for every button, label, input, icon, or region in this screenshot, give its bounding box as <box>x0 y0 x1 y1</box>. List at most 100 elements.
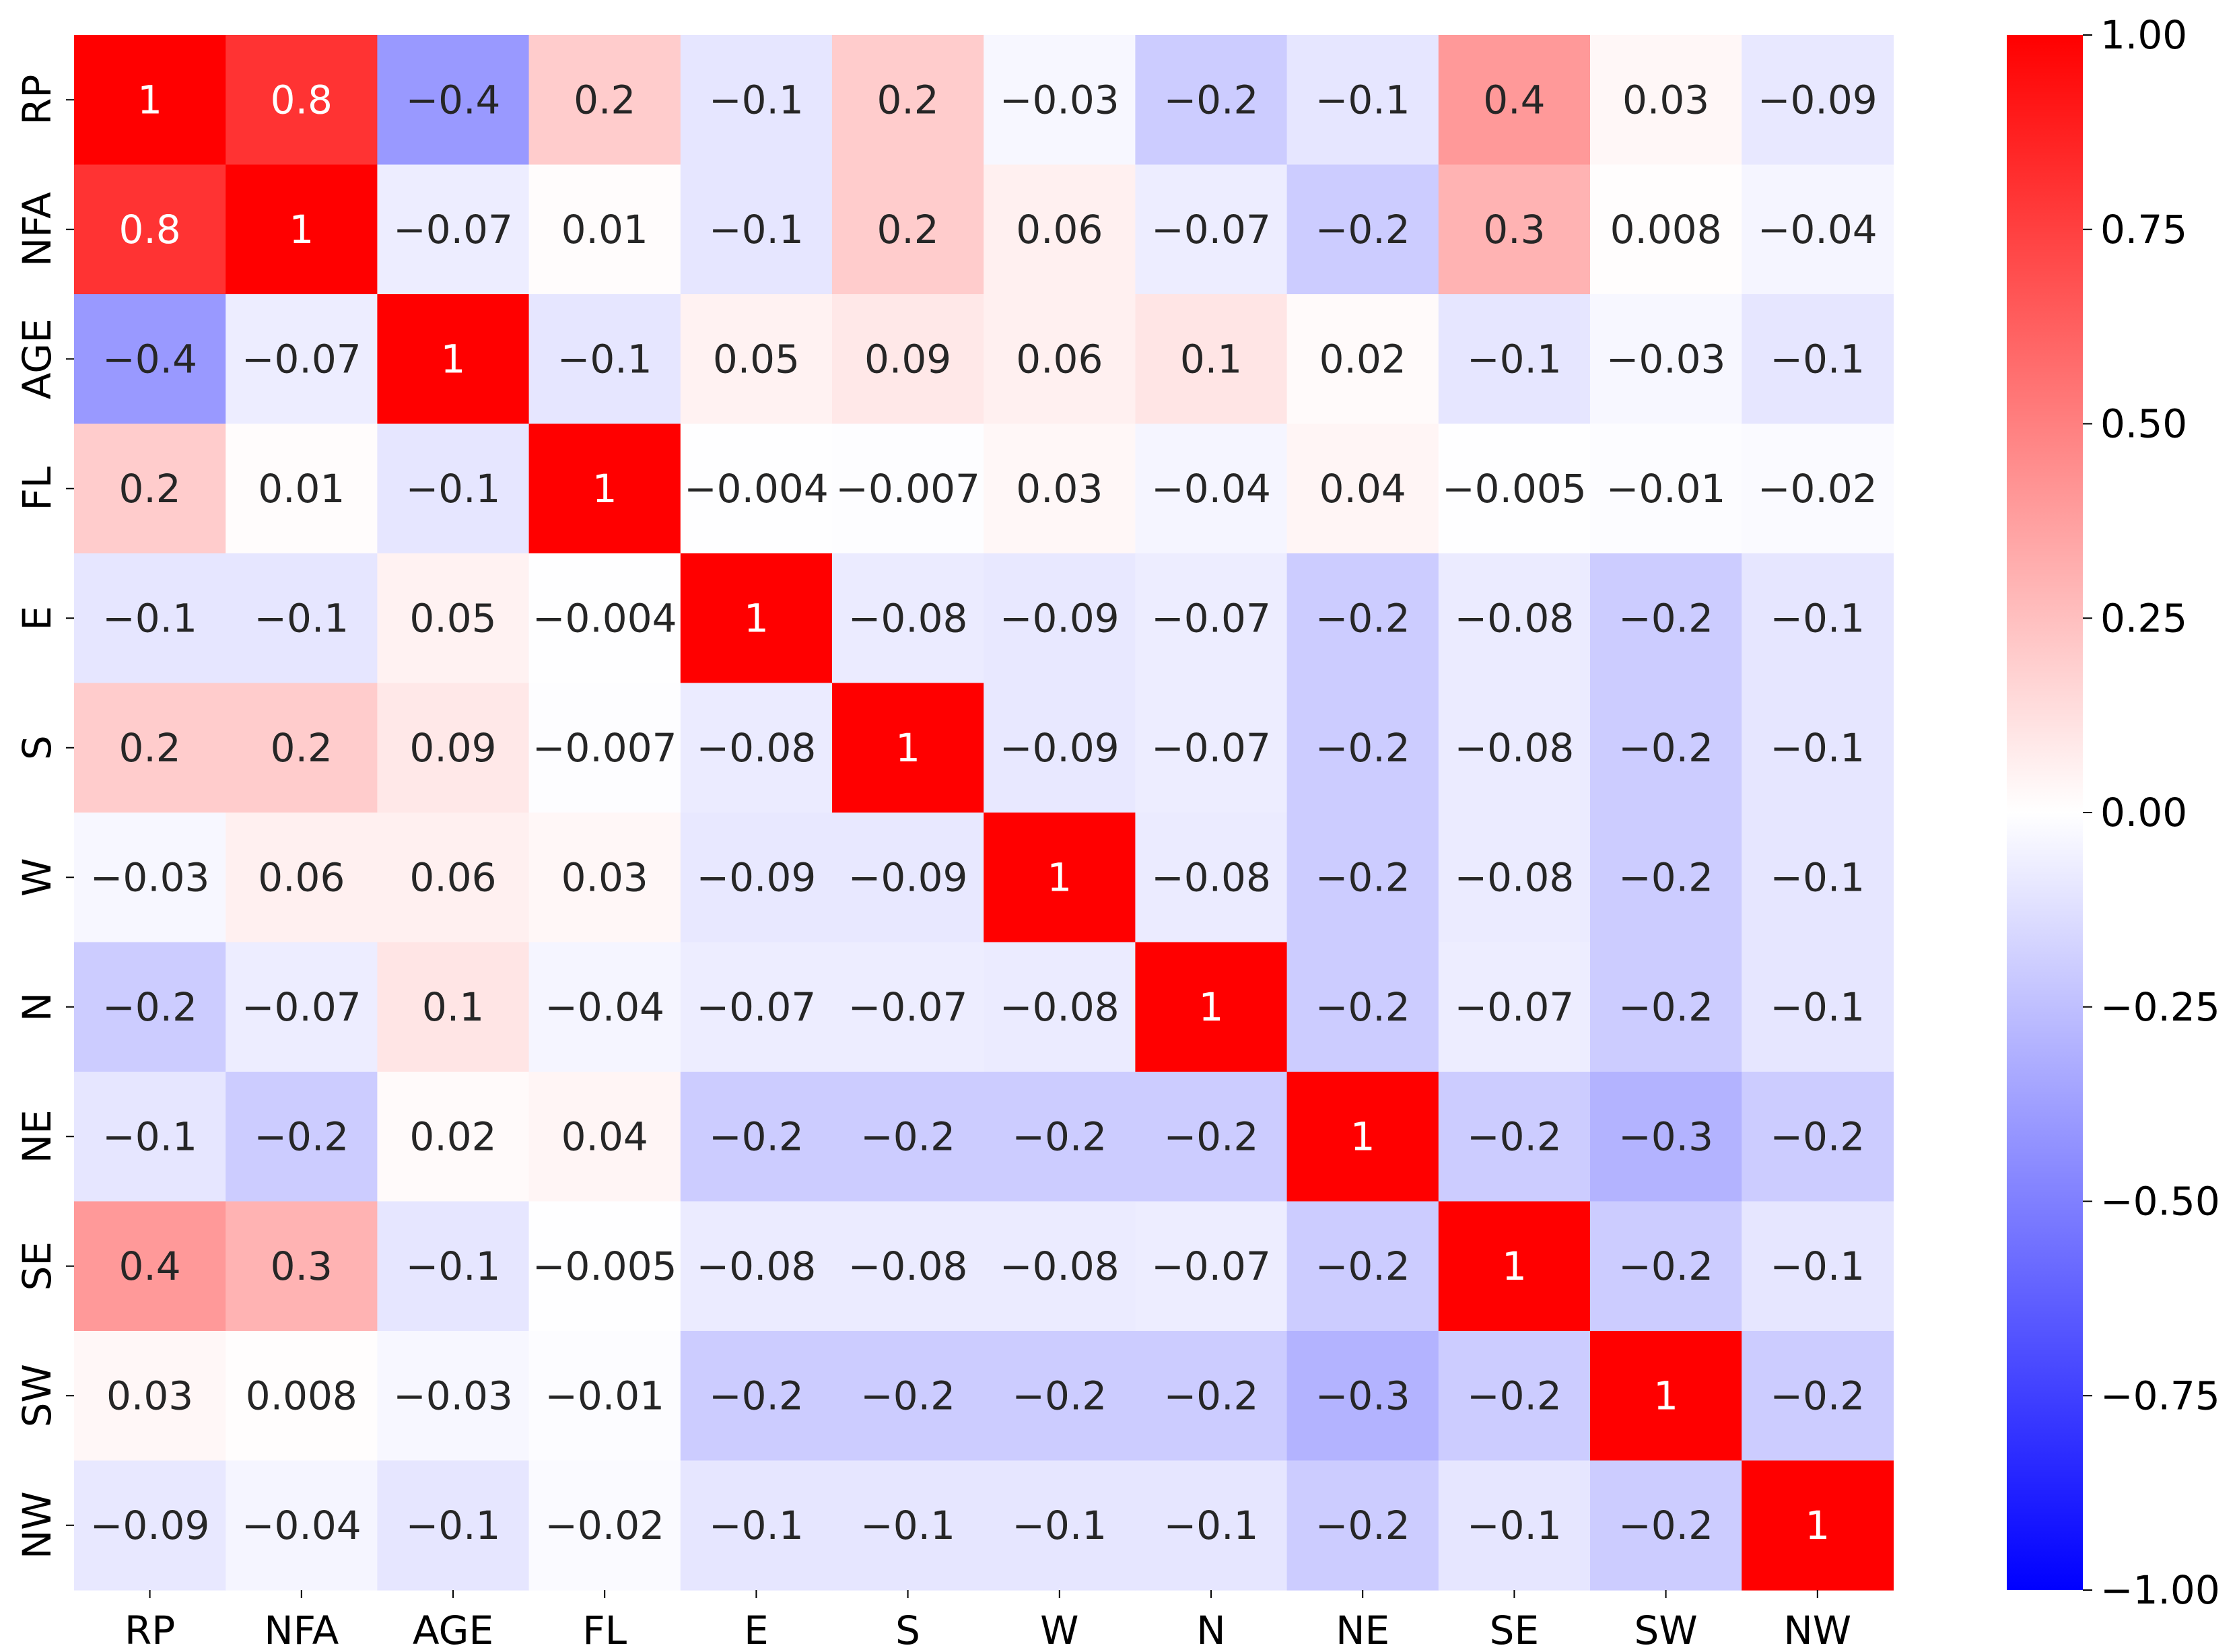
x-tick-label: NE <box>1336 1608 1389 1652</box>
x-tick-label: E <box>744 1608 769 1652</box>
cell-value-label: 0.2 <box>118 725 180 771</box>
cell-value-label: 0.06 <box>409 854 496 900</box>
cell-value-label: −0.2 <box>860 1113 955 1159</box>
heatmap-cell-NFA-NW <box>1742 164 1894 295</box>
heatmap-cell-W-NE <box>1286 813 1439 943</box>
heatmap-cell-N-S <box>832 942 984 1072</box>
cell-value-label: −0.004 <box>532 595 677 641</box>
heatmap-cell-E-N <box>1135 553 1288 684</box>
cell-value-label: −0.1 <box>709 207 804 252</box>
heatmap-cell-N-NW <box>1742 942 1894 1072</box>
cell-value-label: −0.08 <box>1000 984 1120 1030</box>
cell-value-label: −0.03 <box>1000 77 1120 123</box>
cell-value-label: 1 <box>1199 984 1224 1030</box>
cell-value-label: 0.008 <box>1610 207 1722 252</box>
heatmap-cell-W-NFA <box>226 813 378 943</box>
cell-value-label: −0.03 <box>1606 336 1726 382</box>
heatmap-cell-SE-NE <box>1286 1201 1439 1332</box>
cell-value-label: −0.07 <box>848 984 968 1030</box>
cell-value-label: −0.07 <box>393 207 513 252</box>
heatmap-cell-NFA-SW <box>1590 164 1742 295</box>
heatmap-cell-N-E <box>680 942 833 1072</box>
cell-value-label: −0.08 <box>848 1243 968 1289</box>
heatmap-cell-FL-SE <box>1438 423 1591 554</box>
cell-value-label: −0.2 <box>1315 725 1410 771</box>
y-tick-label: N <box>14 992 60 1021</box>
cell-value-label: −0.03 <box>393 1373 513 1418</box>
colorbar-tick-label: −0.75 <box>2100 1373 2220 1418</box>
cell-value-label: 1 <box>1047 854 1072 900</box>
cell-value-label: −0.04 <box>1758 207 1878 252</box>
cell-value-label: 0.2 <box>271 725 333 771</box>
heatmap-cell-SW-RP <box>74 1331 226 1461</box>
heatmap-cell-N-SW <box>1590 942 1742 1072</box>
heatmap-cell-N-FL <box>528 942 681 1072</box>
cell-value-label: −0.2 <box>1618 595 1713 641</box>
colorbar-tick-label: −1.00 <box>2100 1567 2220 1613</box>
heatmap-cell-FL-AGE <box>377 423 530 554</box>
heatmap-cell-W-RP <box>74 813 226 943</box>
cell-value-label: −0.01 <box>1606 466 1726 512</box>
cell-value-label: −0.1 <box>1770 336 1865 382</box>
colorbar-tick-label: −0.25 <box>2100 984 2220 1030</box>
cell-value-label: 0.03 <box>561 854 648 900</box>
colorbar-tick-label: 0.50 <box>2100 401 2187 447</box>
heatmap-cell-S-S <box>832 683 984 813</box>
heatmap-cell-NW-NFA <box>226 1460 378 1591</box>
cell-value-label: 0.05 <box>713 336 800 382</box>
heatmap-cell-RP-S <box>832 35 984 166</box>
cell-value-label: −0.2 <box>1164 1113 1259 1159</box>
cell-value-label: 0.1 <box>422 984 484 1030</box>
cell-value-label: −0.1 <box>254 595 349 641</box>
heatmap-cell-NW-SW <box>1590 1460 1742 1591</box>
heatmap-cell-FL-E <box>680 423 833 554</box>
cell-value-label: −0.2 <box>254 1113 349 1159</box>
cell-value-label: −0.1 <box>1467 336 1562 382</box>
heatmap-cell-FL-NE <box>1286 423 1439 554</box>
y-tick-label: E <box>14 606 60 631</box>
heatmap-cell-NW-AGE <box>377 1460 530 1591</box>
cell-value-label: 0.06 <box>1016 336 1103 382</box>
heatmap-cell-S-FL <box>528 683 681 813</box>
heatmap-cell-RP-NFA <box>226 35 378 166</box>
cell-value-label: −0.1 <box>1770 1243 1865 1289</box>
x-tick-label: NFA <box>264 1608 339 1652</box>
heatmap-cell-NE-FL <box>528 1072 681 1202</box>
cell-value-label: −0.1 <box>406 466 501 512</box>
heatmap-cell-NFA-NFA <box>226 164 378 295</box>
heatmap-cell-NFA-NE <box>1286 164 1439 295</box>
heatmap-cell-NFA-RP <box>74 164 226 295</box>
heatmap-cell-S-E <box>680 683 833 813</box>
cell-value-label: 0.09 <box>409 725 496 771</box>
cell-value-label: 0.09 <box>864 336 951 382</box>
heatmap-cell-FL-NW <box>1742 423 1894 554</box>
heatmap-cell-W-FL <box>528 813 681 943</box>
heatmap-cell-S-SE <box>1438 683 1591 813</box>
cell-value-label: −0.08 <box>697 725 817 771</box>
y-tick-label: SE <box>14 1241 60 1290</box>
cell-value-label: 1 <box>137 77 162 123</box>
heatmap-cell-S-RP <box>74 683 226 813</box>
heatmap-cell-S-NW <box>1742 683 1894 813</box>
cell-value-label: 0.02 <box>409 1113 496 1159</box>
heatmap-cell-NE-NW <box>1742 1072 1894 1202</box>
heatmap-cell-W-SW <box>1590 813 1742 943</box>
cell-value-label: −0.2 <box>1315 1503 1410 1548</box>
colorbar-tick-label: 0.25 <box>2100 595 2187 641</box>
cell-value-label: −0.08 <box>1455 854 1575 900</box>
cell-value-label: −0.07 <box>697 984 817 1030</box>
cell-value-label: −0.2 <box>1012 1113 1107 1159</box>
heatmap-cell-AGE-W <box>984 294 1136 425</box>
cell-value-label: −0.1 <box>709 77 804 123</box>
heatmap-cell-S-N <box>1135 683 1288 813</box>
cell-value-label: −0.07 <box>1151 725 1271 771</box>
heatmap-cell-FL-RP <box>74 423 226 554</box>
cell-value-label: −0.1 <box>1770 595 1865 641</box>
heatmap-cell-SE-S <box>832 1201 984 1332</box>
cell-value-label: 1 <box>289 207 314 252</box>
cell-value-label: 0.4 <box>118 1243 180 1289</box>
heatmap-cell-S-W <box>984 683 1136 813</box>
y-tick-label: S <box>14 735 60 760</box>
y-tick-label: FL <box>14 467 60 511</box>
